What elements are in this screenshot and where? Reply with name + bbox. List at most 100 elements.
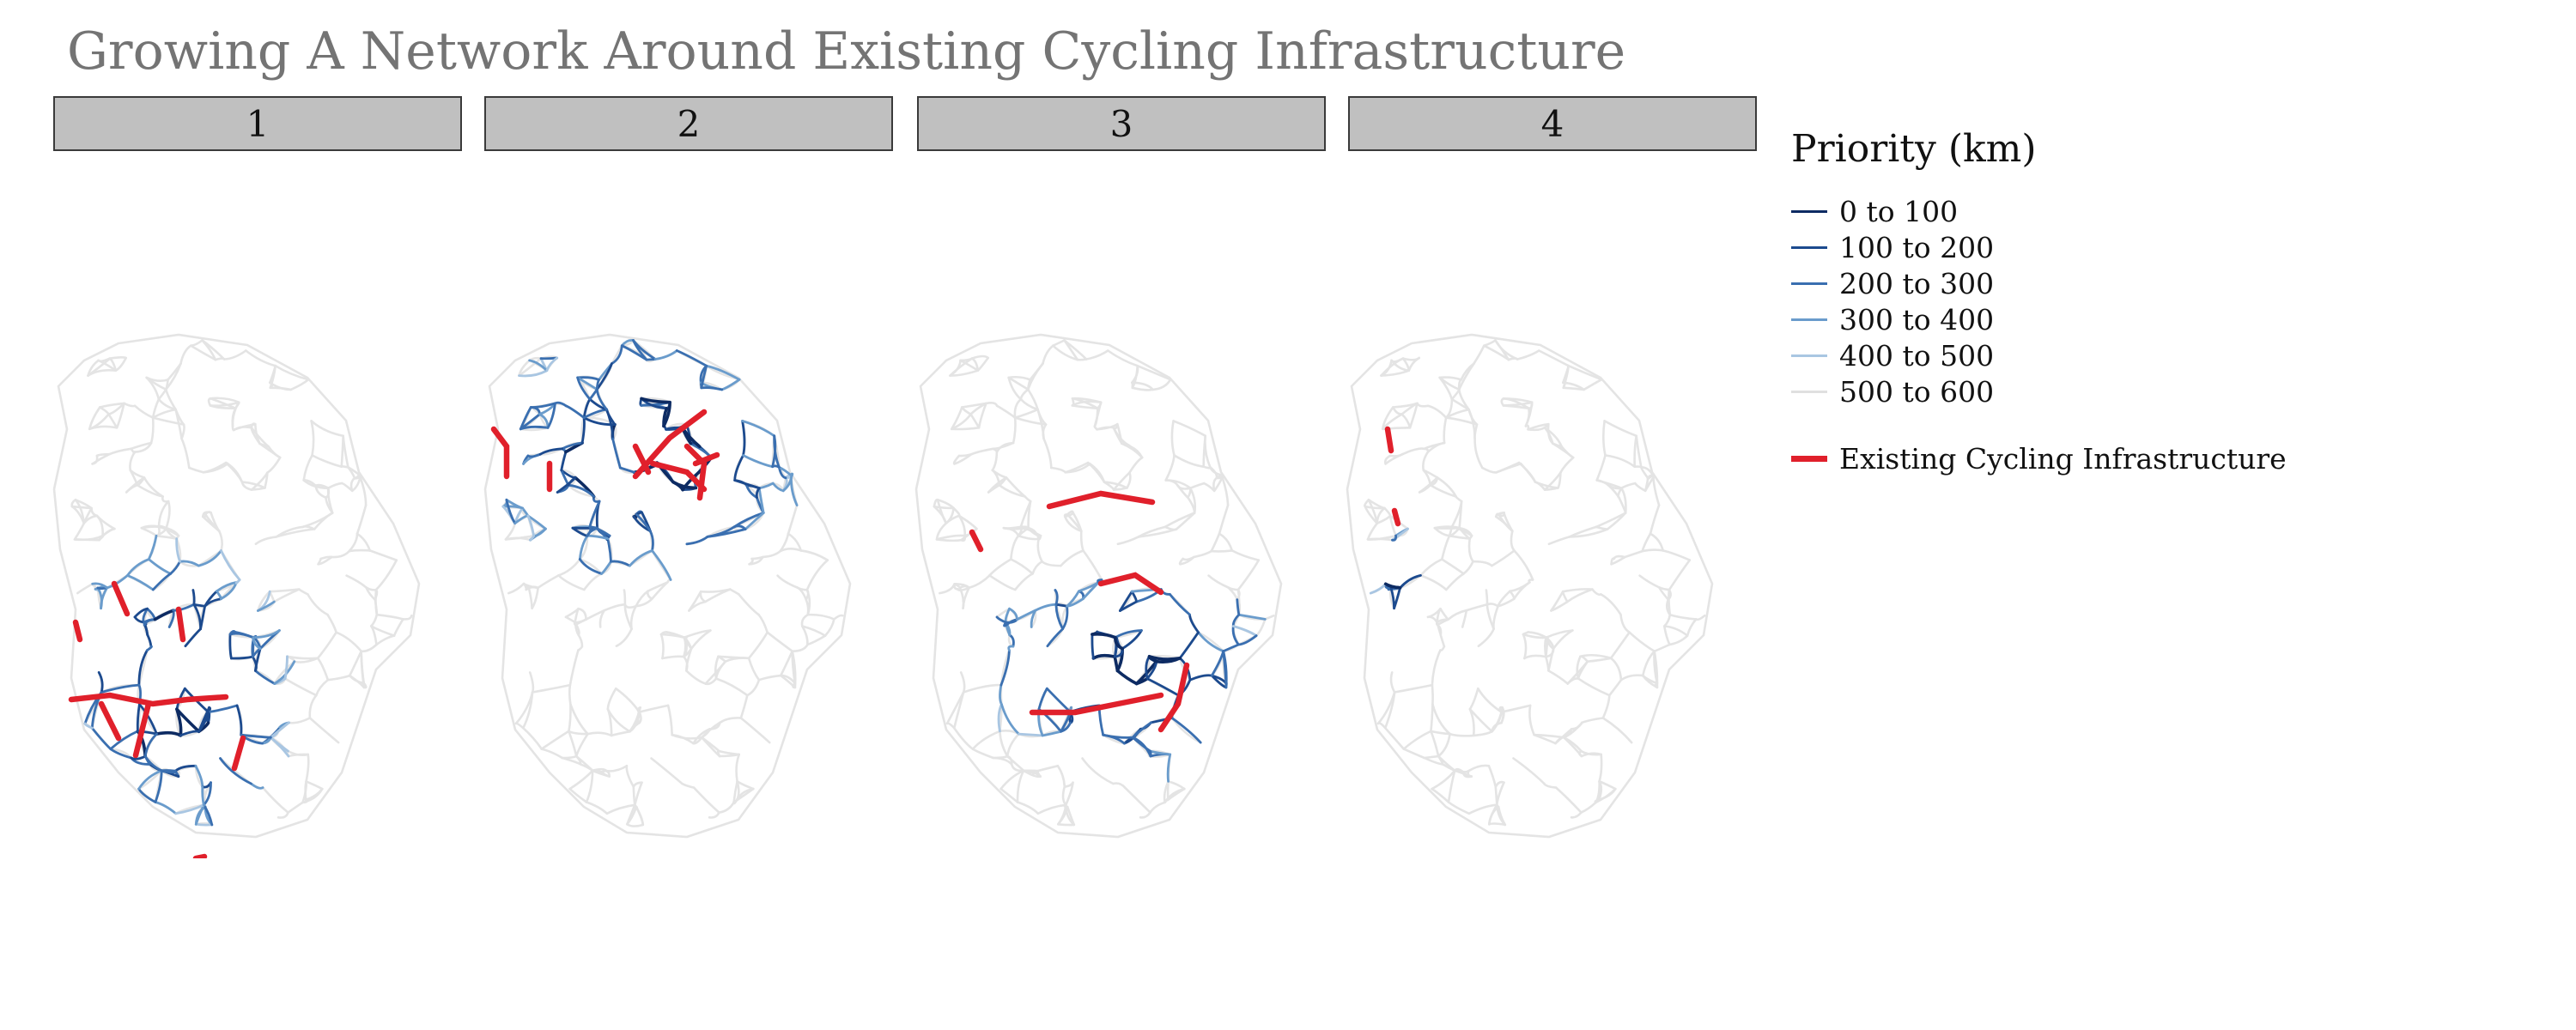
base-road-segment xyxy=(999,769,1025,791)
base-road-segment xyxy=(1449,732,1475,737)
base-road-segment xyxy=(951,406,963,431)
base-road-segment xyxy=(114,356,127,372)
base-road-segment xyxy=(1017,526,1030,537)
base-road-segment xyxy=(1567,364,1603,381)
priority-road-segment xyxy=(194,764,204,788)
base-road-segment xyxy=(1019,397,1039,411)
priority-road-segment xyxy=(632,339,657,360)
base-road-segment xyxy=(99,406,110,415)
base-road-segment xyxy=(1439,607,1449,621)
base-road-segment xyxy=(1431,787,1450,803)
base-road-segment xyxy=(1547,536,1571,546)
priority-road-segment xyxy=(1081,581,1100,601)
base-road-segment xyxy=(823,618,835,637)
base-road-segment xyxy=(1392,406,1403,415)
base-road-segment xyxy=(557,558,581,577)
base-road-segment xyxy=(651,581,669,600)
base-road-segment xyxy=(1166,780,1170,802)
base-road-segment xyxy=(1052,339,1066,347)
base-road-segment xyxy=(317,557,322,566)
base-road-segment xyxy=(1439,645,1446,651)
base-road-segment xyxy=(736,780,755,791)
base-road-segment xyxy=(528,671,535,694)
priority-road-segment xyxy=(1197,631,1225,653)
base-road-segment xyxy=(331,549,350,559)
base-road-segment xyxy=(1534,481,1546,491)
base-road-segment xyxy=(953,726,975,750)
base-road-segment xyxy=(574,754,594,772)
cycling-infrastructure-segment xyxy=(1046,490,1156,510)
base-road-segment xyxy=(718,749,740,756)
base-road-segment xyxy=(799,549,829,561)
base-road-segment xyxy=(224,461,244,483)
base-road-segment xyxy=(1422,451,1430,472)
cycling-infrastructure-segment xyxy=(1384,426,1394,454)
base-road-segment xyxy=(157,388,167,401)
base-road-segment xyxy=(276,811,289,819)
priority-road-segment xyxy=(154,769,163,803)
base-road-segment xyxy=(1491,549,1516,567)
base-road-segment xyxy=(1467,803,1498,815)
base-road-segment xyxy=(1522,633,1528,660)
region-outline xyxy=(483,333,852,839)
base-road-segment xyxy=(298,588,309,596)
base-road-segment xyxy=(1027,388,1039,411)
base-road-segment xyxy=(1005,732,1020,758)
priority-road-segment xyxy=(1034,603,1058,612)
priority-road-segment xyxy=(146,645,153,651)
base-road-segment xyxy=(1393,683,1434,694)
priority-road-segment xyxy=(1147,655,1182,661)
base-road-segment xyxy=(671,733,703,740)
legend-item-500-600: 500 to 600 xyxy=(1791,373,2287,409)
base-road-segment xyxy=(1423,754,1440,760)
base-road-segment xyxy=(313,512,334,530)
priority-road-segment xyxy=(250,782,264,790)
base-road-segment xyxy=(586,731,613,737)
priority-road-segment xyxy=(1237,634,1258,646)
cycling-infrastructure-segment xyxy=(175,606,186,643)
base-road-segment xyxy=(231,401,240,427)
base-road-segment xyxy=(1473,437,1484,470)
base-road-segment xyxy=(1172,420,1206,438)
priority-road-segment xyxy=(733,479,761,490)
base-road-segment xyxy=(988,558,1012,577)
base-road-segment xyxy=(1167,780,1186,791)
priority-road-segment xyxy=(1166,753,1172,783)
base-road-segment xyxy=(522,691,534,730)
priority-road-segment xyxy=(778,466,787,480)
priority-road-segment xyxy=(662,400,671,428)
base-road-segment xyxy=(1064,515,1083,533)
base-road-segment xyxy=(1426,615,1438,624)
base-road-segment xyxy=(1164,479,1192,489)
base-road-segment xyxy=(87,369,118,377)
priority-road-segment xyxy=(741,420,776,438)
base-road-segment xyxy=(197,549,222,567)
priority-road-segment xyxy=(529,402,556,409)
base-road-segment xyxy=(701,721,721,739)
base-road-segment xyxy=(1554,786,1583,814)
base-road-segment xyxy=(735,753,740,783)
base-road-segment xyxy=(1500,704,1532,713)
base-road-segment xyxy=(250,471,269,491)
legend-label: 100 to 200 xyxy=(1839,230,1995,264)
base-road-segment xyxy=(995,404,1017,419)
base-road-segment xyxy=(179,344,192,365)
base-road-segment xyxy=(201,339,226,360)
base-road-segment xyxy=(1036,803,1067,815)
base-road-segment xyxy=(1485,603,1495,630)
priority-road-segment xyxy=(744,512,765,530)
priority-road-segment xyxy=(611,344,623,365)
base-road-segment xyxy=(1430,730,1440,758)
network-map-3 xyxy=(914,333,1283,839)
base-road-segment xyxy=(1131,386,1154,391)
base-road-segment xyxy=(1485,589,1489,606)
cycling-infrastructure-segment xyxy=(490,426,510,480)
base-road-segment xyxy=(136,476,146,487)
base-road-segment xyxy=(1586,657,1613,663)
base-road-segment xyxy=(1107,349,1139,367)
base-road-segment xyxy=(757,613,769,633)
base-road-segment xyxy=(392,618,404,637)
base-road-segment xyxy=(1429,476,1439,487)
base-road-segment xyxy=(1139,811,1151,819)
base-road-segment xyxy=(1218,504,1230,536)
